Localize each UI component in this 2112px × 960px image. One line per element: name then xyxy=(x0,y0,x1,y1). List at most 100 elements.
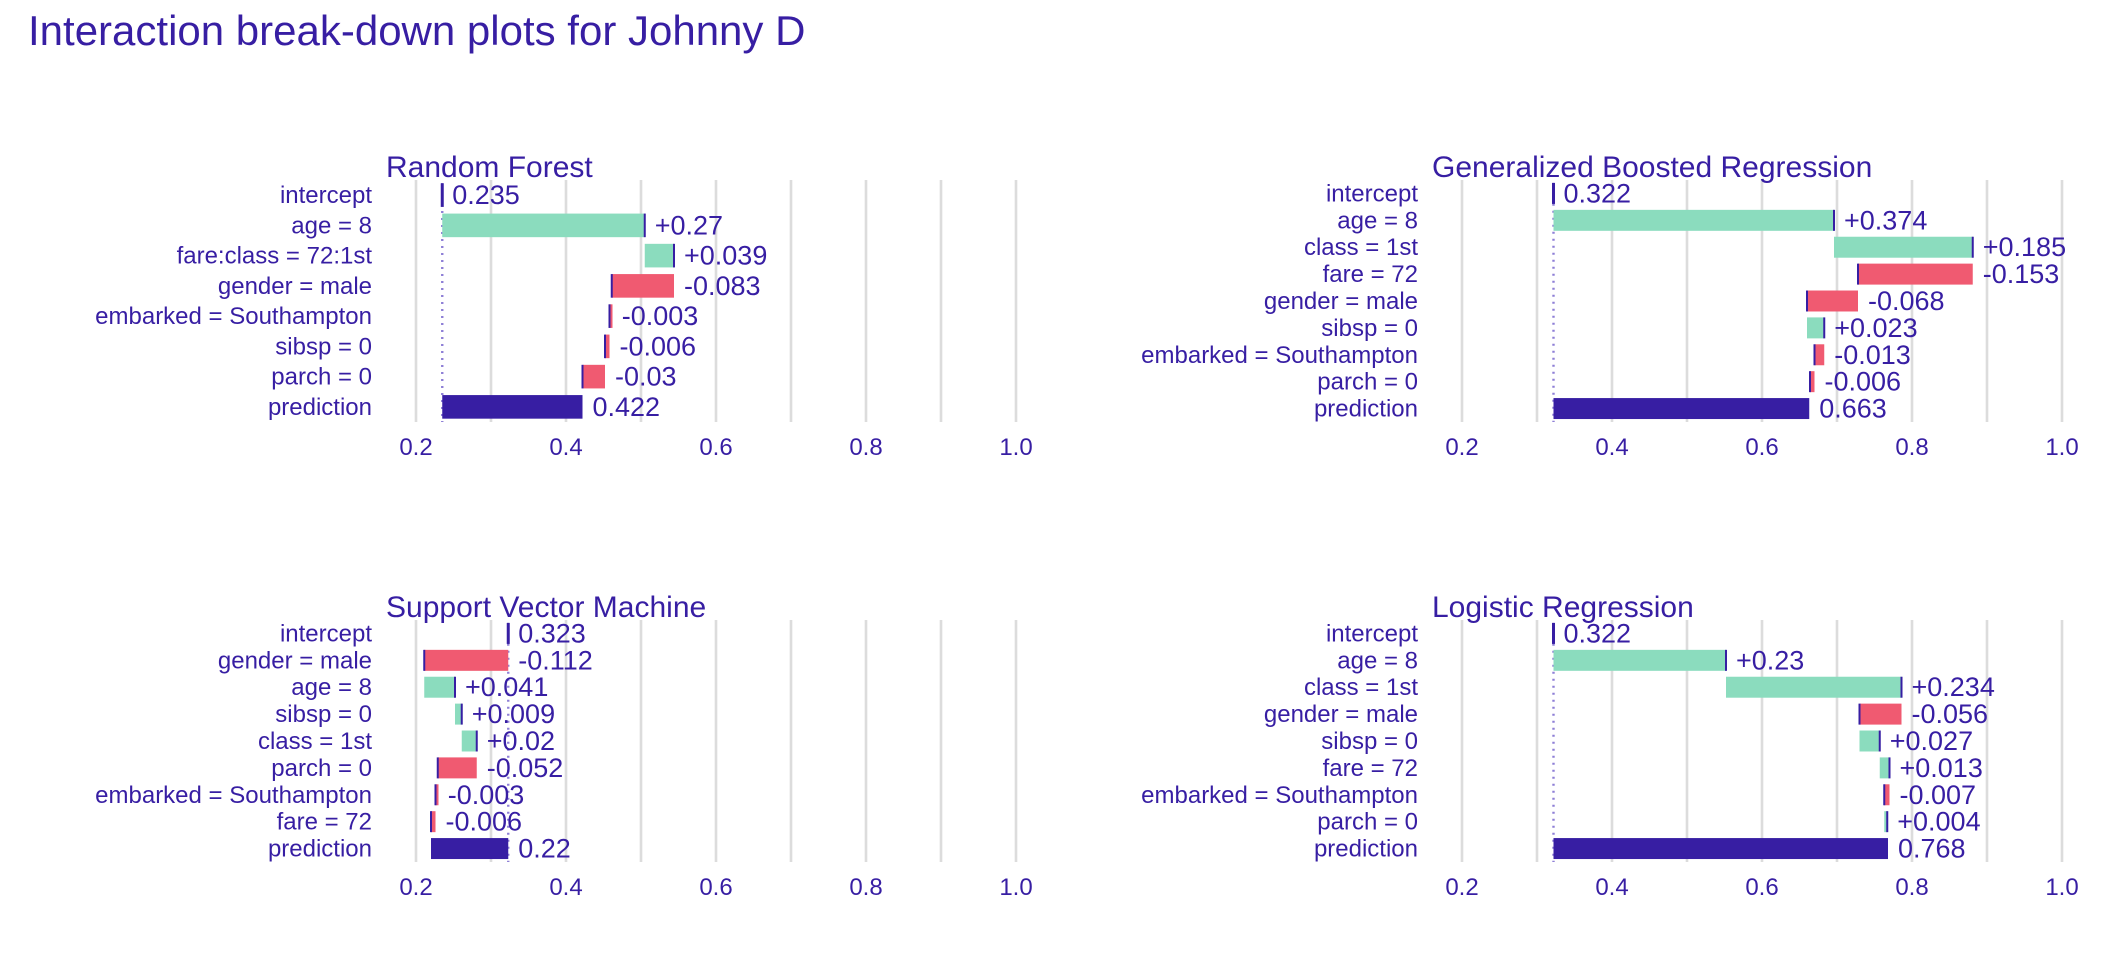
value-label: -0.003 xyxy=(448,780,525,810)
positive-contribution-bar xyxy=(1859,730,1880,752)
variable-label: prediction xyxy=(268,836,372,863)
panel-title: Logistic Regression xyxy=(1432,591,1694,624)
negative-contribution-bar xyxy=(435,784,439,806)
panels: Random Forest 0.2 0.4 0.6 0.8 1.0 intercept 0.2… xyxy=(95,151,2079,901)
value-label: -0.007 xyxy=(1900,780,1977,810)
variable-label: sibsp = 0 xyxy=(1321,315,1418,342)
negative-contribution-bar xyxy=(437,757,477,779)
cumulative-marker xyxy=(430,811,432,833)
value-label: 0.235 xyxy=(452,180,520,210)
value-label: 0.422 xyxy=(593,392,661,422)
prediction-bar xyxy=(1553,398,1810,420)
cumulative-marker xyxy=(673,243,675,268)
prediction-bar xyxy=(442,395,583,419)
value-label: +0.009 xyxy=(472,699,555,729)
negative-contribution-bar xyxy=(582,364,605,389)
x-tick-label: 0.6 xyxy=(699,434,732,461)
x-tick-label: 0.4 xyxy=(549,434,582,461)
figure-title: Interaction break-down plots for Johnny … xyxy=(28,7,805,54)
x-tick-label: 0.2 xyxy=(399,874,432,901)
positive-contribution-bar xyxy=(1879,757,1890,779)
negative-contribution-bar xyxy=(605,334,610,359)
variable-label: fare = 72 xyxy=(1323,755,1418,782)
cumulative-marker xyxy=(436,757,439,779)
variable-label: parch = 0 xyxy=(1317,809,1418,836)
variable-label: fare:class = 72:1st xyxy=(177,243,373,270)
cumulative-marker xyxy=(581,364,584,389)
negative-contribution-bar xyxy=(1807,290,1858,312)
variable-label: prediction xyxy=(268,394,372,421)
variable-label: parch = 0 xyxy=(271,364,372,391)
cumulative-marker xyxy=(1806,290,1808,312)
value-label: 0.768 xyxy=(1898,834,1966,864)
variable-label: fare = 72 xyxy=(1323,261,1418,288)
value-label: -0.068 xyxy=(1868,286,1945,316)
x-tick-label: 1.0 xyxy=(999,434,1032,461)
value-label: +0.027 xyxy=(1890,726,1973,756)
value-label: 0.323 xyxy=(518,618,586,648)
cumulative-marker xyxy=(604,334,606,359)
variable-label: class = 1st xyxy=(1304,234,1418,261)
value-label: -0.003 xyxy=(622,301,699,331)
variable-label: prediction xyxy=(1314,396,1418,423)
value-label: +0.013 xyxy=(1900,753,1983,783)
value-label: +0.041 xyxy=(465,672,548,702)
variable-label: embarked = Southampton xyxy=(95,782,372,809)
cumulative-marker xyxy=(1900,676,1903,698)
positive-contribution-bar xyxy=(461,730,477,752)
panel-1: Generalized Boosted Regression 0.2 0.4 0.6 0… xyxy=(1141,151,2079,461)
variable-label: embarked = Southampton xyxy=(1141,342,1418,369)
x-tick-label: 0.8 xyxy=(849,874,882,901)
value-label: -0.03 xyxy=(615,362,677,392)
variable-label: class = 1st xyxy=(258,728,372,755)
variable-label: gender = male xyxy=(1264,701,1418,728)
variable-label: parch = 0 xyxy=(271,755,372,782)
variable-label: embarked = Southampton xyxy=(1141,782,1418,809)
positive-contribution-bar xyxy=(455,703,462,725)
x-tick-label: 0.6 xyxy=(699,874,732,901)
cumulative-marker xyxy=(610,274,613,298)
cumulative-marker xyxy=(1809,371,1811,393)
value-label: +0.023 xyxy=(1834,313,1917,343)
x-tick-label: 0.4 xyxy=(1595,874,1628,901)
value-label: +0.02 xyxy=(487,726,555,756)
variable-label: age = 8 xyxy=(291,674,372,701)
variable-label: intercept xyxy=(1326,620,1418,647)
cumulative-marker xyxy=(608,304,611,328)
x-tick-label: 0.8 xyxy=(1895,434,1928,461)
cumulative-marker xyxy=(1878,730,1881,752)
value-label: +0.374 xyxy=(1844,205,1927,235)
value-label: -0.083 xyxy=(684,271,761,301)
cumulative-marker xyxy=(1823,317,1826,339)
negative-contribution-bar xyxy=(1858,263,1973,285)
x-tick-label: 0.8 xyxy=(1895,874,1928,901)
variable-label: sibsp = 0 xyxy=(275,333,372,360)
cumulative-marker xyxy=(1888,757,1891,779)
x-tick-label: 0.4 xyxy=(1595,434,1628,461)
variable-label: age = 8 xyxy=(291,212,372,239)
panel-title: Random Forest xyxy=(386,151,593,184)
x-tick-label: 1.0 xyxy=(2045,874,2078,901)
negative-contribution-bar xyxy=(609,304,613,328)
intercept-bar xyxy=(1552,182,1555,204)
value-label: +0.234 xyxy=(1912,672,1995,702)
negative-contribution-bar xyxy=(424,649,509,671)
value-label: +0.23 xyxy=(1736,645,1804,675)
negative-contribution-bar xyxy=(431,811,436,833)
value-label: -0.056 xyxy=(1912,699,1989,729)
variable-label: embarked = Southampton xyxy=(95,303,372,330)
prediction-bar xyxy=(1553,838,1888,860)
negative-contribution-bar xyxy=(1859,703,1902,725)
variable-label: class = 1st xyxy=(1304,674,1418,701)
cumulative-marker xyxy=(475,730,478,752)
cumulative-marker xyxy=(1857,263,1859,285)
panel-title: Support Vector Machine xyxy=(386,591,706,624)
cumulative-marker xyxy=(1971,236,1974,258)
positive-contribution-bar xyxy=(1553,649,1726,671)
prediction-bar xyxy=(431,838,509,860)
negative-contribution-bar xyxy=(1884,784,1890,806)
x-tick-label: 0.4 xyxy=(549,874,582,901)
variable-label: sibsp = 0 xyxy=(1321,728,1418,755)
panel-title: Generalized Boosted Regression xyxy=(1432,151,1872,184)
